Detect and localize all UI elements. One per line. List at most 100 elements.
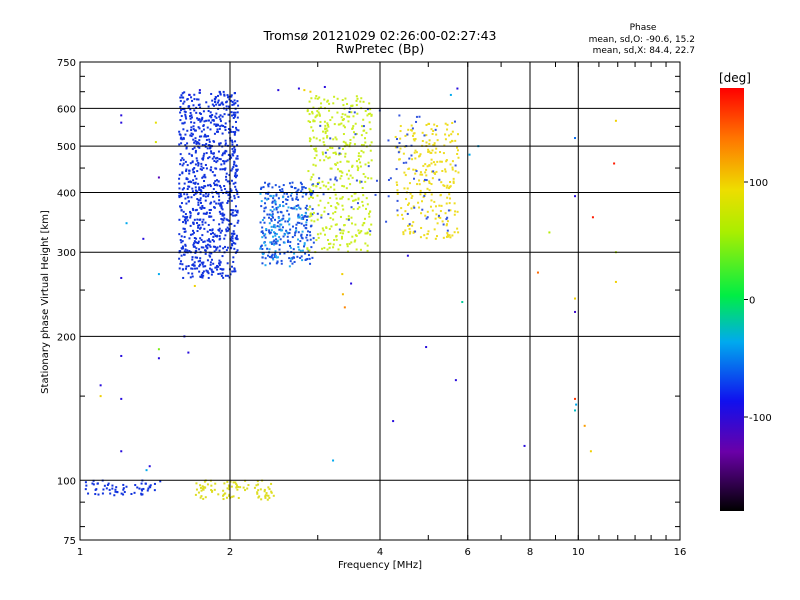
- data-point: [199, 112, 202, 115]
- data-point: [267, 486, 270, 489]
- data-point: [286, 235, 289, 238]
- data-point: [336, 97, 339, 100]
- data-point: [190, 114, 193, 117]
- data-point: [215, 161, 218, 164]
- data-point: [185, 216, 188, 219]
- data-point: [202, 167, 205, 170]
- data-point: [449, 197, 452, 200]
- data-point: [264, 181, 267, 184]
- data-point: [235, 126, 238, 129]
- data-point: [395, 168, 398, 171]
- data-point: [270, 490, 273, 493]
- data-point: [303, 242, 306, 245]
- data-point: [407, 128, 410, 131]
- data-point: [202, 154, 205, 157]
- data-point: [293, 252, 296, 255]
- data-point: [412, 132, 415, 135]
- data-point: [230, 111, 233, 114]
- data-point: [223, 217, 226, 220]
- data-point: [305, 215, 308, 218]
- data-point: [235, 236, 238, 239]
- data-point: [305, 219, 308, 222]
- data-point: [461, 301, 464, 304]
- data-point: [362, 144, 365, 147]
- data-point: [258, 495, 261, 498]
- data-point: [298, 215, 301, 218]
- data-point: [234, 130, 237, 133]
- data-point: [360, 230, 363, 233]
- data-point: [84, 488, 87, 491]
- data-point: [202, 156, 205, 159]
- data-point: [184, 197, 187, 200]
- x-tick-label: 10: [572, 547, 585, 558]
- data-point: [295, 198, 298, 201]
- data-point: [180, 94, 183, 97]
- data-point: [327, 188, 330, 191]
- data-point: [300, 214, 303, 217]
- data-point: [425, 168, 428, 171]
- data-point: [205, 211, 208, 214]
- data-point: [451, 160, 454, 163]
- data-point: [434, 205, 437, 208]
- data-point: [326, 129, 329, 132]
- data-point: [322, 130, 325, 133]
- data-point: [449, 93, 452, 96]
- data-point: [212, 270, 215, 273]
- data-point: [359, 231, 362, 234]
- data-point: [218, 210, 221, 213]
- data-point: [215, 248, 218, 251]
- data-point: [448, 202, 451, 205]
- data-point: [200, 246, 203, 249]
- data-point: [212, 195, 215, 198]
- data-point: [402, 152, 405, 155]
- data-point: [305, 192, 308, 195]
- data-point: [435, 235, 438, 238]
- data-point: [187, 200, 190, 203]
- data-point: [222, 493, 225, 496]
- data-point: [423, 134, 426, 137]
- data-point: [326, 148, 329, 151]
- data-point: [185, 202, 188, 205]
- data-point: [203, 227, 206, 230]
- data-point: [185, 146, 188, 149]
- data-point: [212, 240, 215, 243]
- data-point: [209, 208, 212, 211]
- data-point: [347, 198, 350, 201]
- data-point: [214, 157, 217, 160]
- data-point: [274, 234, 277, 237]
- data-point: [227, 200, 230, 203]
- data-point: [275, 233, 278, 236]
- data-point: [279, 252, 282, 255]
- data-point: [410, 197, 413, 200]
- data-point: [319, 124, 322, 127]
- data-point: [212, 219, 215, 222]
- data-point: [236, 190, 239, 193]
- data-point: [355, 104, 358, 107]
- data-point: [178, 267, 181, 270]
- data-point: [136, 486, 139, 489]
- data-point: [199, 189, 202, 192]
- data-point: [184, 222, 187, 225]
- data-point: [199, 237, 202, 240]
- data-point: [211, 171, 214, 174]
- data-point: [300, 217, 303, 220]
- data-point: [182, 137, 185, 140]
- data-point: [310, 246, 313, 249]
- data-point: [333, 95, 336, 98]
- data-point: [212, 245, 215, 248]
- data-point: [405, 161, 408, 164]
- data-point: [217, 192, 220, 195]
- data-point: [423, 180, 426, 183]
- data-point: [343, 306, 346, 309]
- data-point: [440, 181, 443, 184]
- data-point: [303, 89, 306, 92]
- data-point: [591, 216, 594, 219]
- data-point: [291, 197, 294, 200]
- data-point: [204, 252, 207, 255]
- data-point: [412, 231, 415, 234]
- data-point: [332, 151, 335, 154]
- data-point: [197, 201, 200, 204]
- data-point: [314, 116, 317, 119]
- data-point: [337, 123, 340, 126]
- data-point: [356, 112, 359, 115]
